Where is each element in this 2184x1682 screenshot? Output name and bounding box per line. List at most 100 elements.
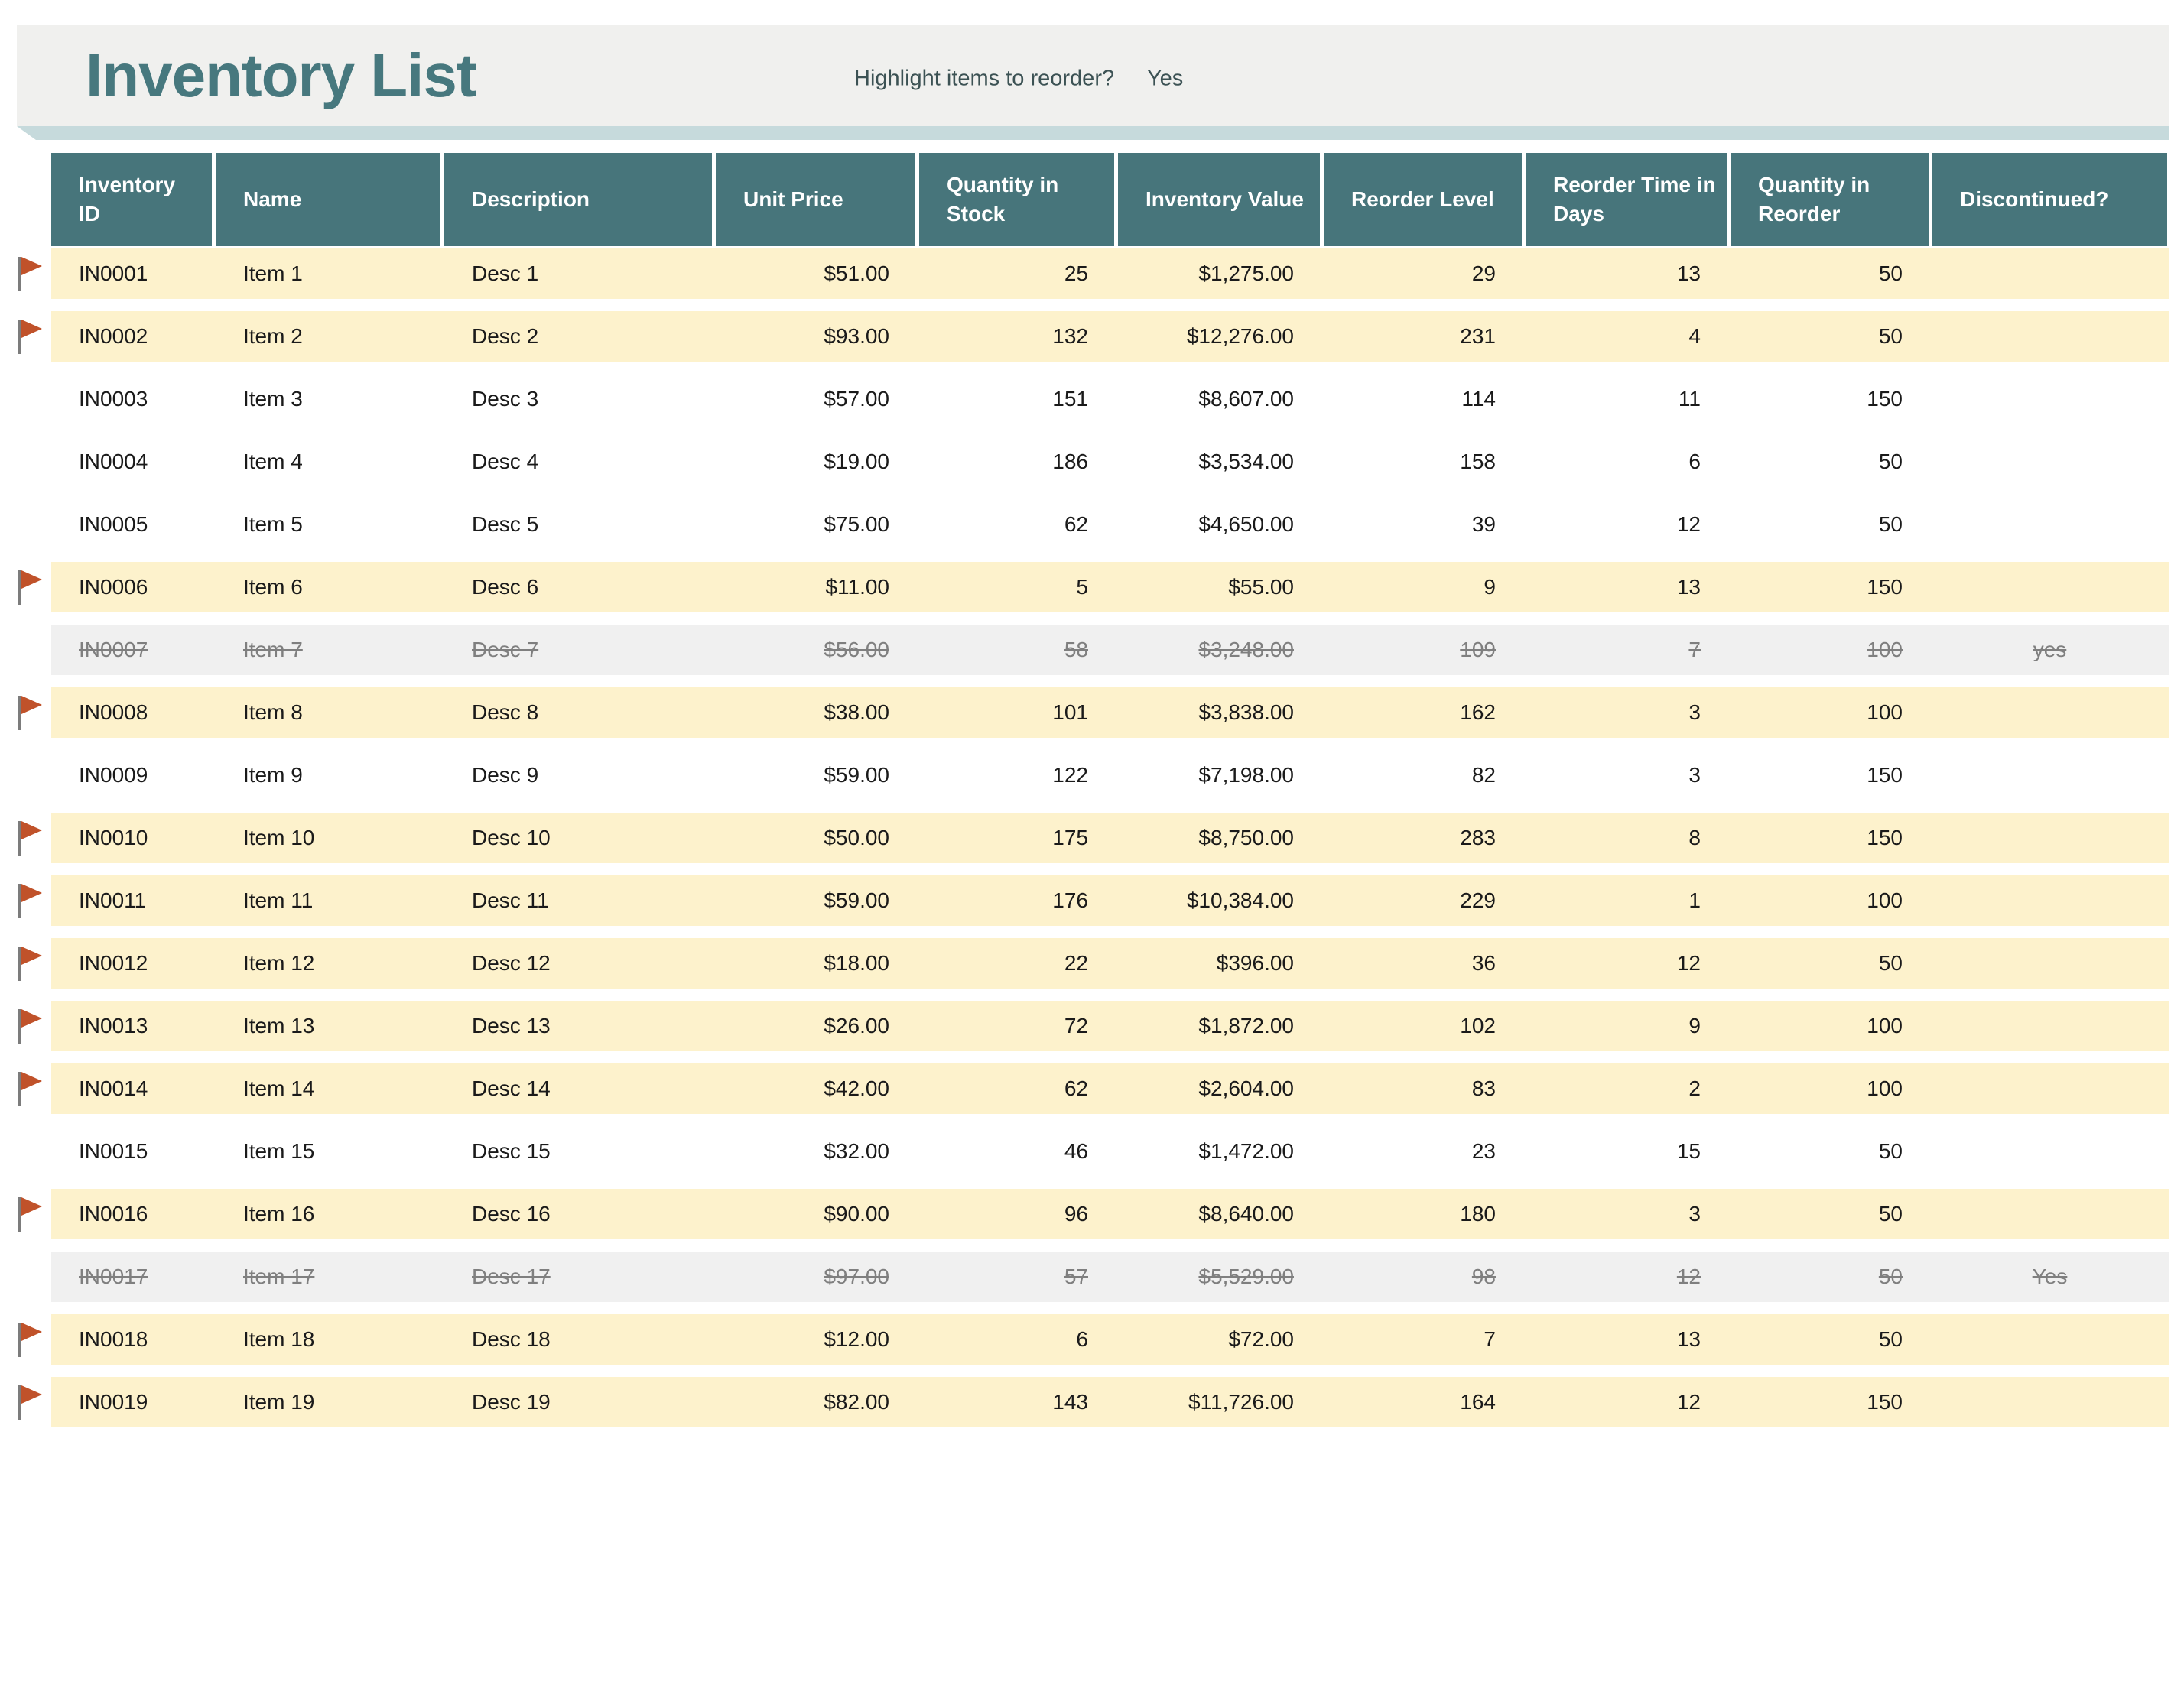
cell-reorder-time[interactable]: 11: [1678, 387, 1701, 411]
cell-reorder-level[interactable]: 283: [1460, 826, 1496, 849]
cell-unit-price[interactable]: $11.00: [825, 575, 889, 599]
cell-reorder-level[interactable]: 109: [1460, 638, 1496, 661]
cell-inventory-id[interactable]: IN0010: [79, 826, 148, 849]
cell-inventory-id[interactable]: IN0002: [79, 324, 148, 348]
cell-discontinued[interactable]: [1932, 938, 2167, 989]
cell-inventory-id[interactable]: IN0007: [79, 638, 148, 661]
cell-name[interactable]: Item 3: [243, 387, 303, 411]
cell-discontinued[interactable]: [1932, 1189, 2167, 1239]
cell-name[interactable]: Item 14: [243, 1076, 315, 1100]
cell-discontinued[interactable]: Yes: [2032, 1265, 2068, 1288]
cell-reorder-time[interactable]: 7: [1688, 638, 1701, 661]
cell-reorder-level[interactable]: 98: [1471, 1265, 1496, 1288]
cell-name[interactable]: Item 17: [243, 1265, 315, 1288]
cell-quantity-in-reorder[interactable]: 50: [1878, 1265, 1903, 1288]
cell-quantity-in-reorder[interactable]: 150: [1867, 575, 1903, 599]
reorder-toggle-value[interactable]: Yes: [1147, 66, 1184, 91]
cell-inventory-id[interactable]: IN0019: [79, 1390, 148, 1414]
cell-quantity-in-stock[interactable]: 132: [1052, 324, 1088, 348]
cell-inventory-value[interactable]: $396.00: [1216, 951, 1294, 975]
cell-reorder-level[interactable]: 231: [1460, 324, 1496, 348]
cell-unit-price[interactable]: $59.00: [824, 888, 889, 912]
cell-inventory-value[interactable]: $12,276.00: [1186, 324, 1294, 348]
cell-unit-price[interactable]: $42.00: [824, 1076, 889, 1100]
cell-description[interactable]: Desc 16: [472, 1202, 551, 1226]
cell-reorder-level[interactable]: 180: [1460, 1202, 1496, 1226]
cell-unit-price[interactable]: $93.00: [824, 324, 889, 348]
cell-quantity-in-reorder[interactable]: 50: [1878, 1327, 1903, 1351]
cell-quantity-in-stock[interactable]: 176: [1052, 888, 1088, 912]
cell-unit-price[interactable]: $82.00: [824, 1390, 889, 1414]
column-header-inventory-id[interactable]: Inventory ID: [51, 153, 212, 246]
cell-quantity-in-stock[interactable]: 6: [1076, 1327, 1088, 1351]
cell-quantity-in-reorder[interactable]: 100: [1867, 1014, 1903, 1037]
cell-reorder-time[interactable]: 12: [1676, 512, 1701, 536]
cell-unit-price[interactable]: $50.00: [824, 826, 889, 849]
cell-quantity-in-reorder[interactable]: 50: [1878, 951, 1903, 975]
cell-unit-price[interactable]: $56.00: [824, 638, 889, 661]
cell-quantity-in-stock[interactable]: 25: [1064, 261, 1088, 285]
cell-name[interactable]: Item 18: [243, 1327, 315, 1351]
cell-name[interactable]: Item 6: [243, 575, 303, 599]
cell-quantity-in-stock[interactable]: 96: [1064, 1202, 1088, 1226]
cell-reorder-level[interactable]: 164: [1460, 1390, 1496, 1414]
cell-name[interactable]: Item 12: [243, 951, 315, 975]
cell-discontinued[interactable]: [1932, 499, 2167, 550]
column-header-reorder-level[interactable]: Reorder Level: [1324, 153, 1522, 246]
cell-inventory-id[interactable]: IN0005: [79, 512, 148, 536]
cell-unit-price[interactable]: $32.00: [824, 1139, 889, 1163]
cell-description[interactable]: Desc 14: [472, 1076, 551, 1100]
cell-quantity-in-stock[interactable]: 58: [1064, 638, 1088, 661]
cell-quantity-in-stock[interactable]: 101: [1052, 700, 1088, 724]
cell-reorder-time[interactable]: 3: [1688, 700, 1701, 724]
cell-inventory-value[interactable]: $1,275.00: [1198, 261, 1294, 285]
cell-quantity-in-stock[interactable]: 72: [1064, 1014, 1088, 1037]
cell-discontinued[interactable]: [1932, 1001, 2167, 1051]
cell-reorder-time[interactable]: 13: [1676, 1327, 1701, 1351]
cell-inventory-value[interactable]: $55.00: [1228, 575, 1294, 599]
cell-reorder-level[interactable]: 83: [1471, 1076, 1496, 1100]
column-header-name[interactable]: Name: [216, 153, 440, 246]
cell-description[interactable]: Desc 19: [472, 1390, 551, 1414]
column-header-description[interactable]: Description: [444, 153, 712, 246]
cell-quantity-in-reorder[interactable]: 50: [1878, 1202, 1903, 1226]
cell-quantity-in-stock[interactable]: 62: [1064, 1076, 1088, 1100]
cell-quantity-in-reorder[interactable]: 50: [1878, 512, 1903, 536]
cell-quantity-in-stock[interactable]: 122: [1052, 763, 1088, 787]
cell-quantity-in-stock[interactable]: 5: [1076, 575, 1088, 599]
cell-name[interactable]: Item 5: [243, 512, 303, 536]
cell-inventory-id[interactable]: IN0013: [79, 1014, 148, 1037]
cell-inventory-id[interactable]: IN0017: [79, 1265, 148, 1288]
cell-quantity-in-reorder[interactable]: 50: [1878, 1139, 1903, 1163]
cell-inventory-value[interactable]: $3,838.00: [1198, 700, 1294, 724]
cell-inventory-id[interactable]: IN0004: [79, 450, 148, 473]
cell-reorder-level[interactable]: 229: [1460, 888, 1496, 912]
cell-reorder-time[interactable]: 9: [1688, 1014, 1701, 1037]
cell-discontinued[interactable]: [1932, 311, 2167, 362]
cell-inventory-value[interactable]: $10,384.00: [1186, 888, 1294, 912]
cell-discontinued[interactable]: [1932, 1314, 2167, 1365]
cell-reorder-level[interactable]: 36: [1471, 951, 1496, 975]
cell-quantity-in-stock[interactable]: 62: [1064, 512, 1088, 536]
cell-inventory-value[interactable]: $3,248.00: [1198, 638, 1294, 661]
cell-description[interactable]: Desc 13: [472, 1014, 551, 1037]
cell-discontinued[interactable]: [1932, 1126, 2167, 1177]
cell-discontinued[interactable]: [1932, 687, 2167, 738]
cell-inventory-value[interactable]: $4,650.00: [1198, 512, 1294, 536]
cell-discontinued[interactable]: [1932, 750, 2167, 800]
cell-inventory-id[interactable]: IN0009: [79, 763, 148, 787]
cell-inventory-id[interactable]: IN0014: [79, 1076, 148, 1100]
cell-reorder-level[interactable]: 39: [1471, 512, 1496, 536]
cell-reorder-time[interactable]: 15: [1676, 1139, 1701, 1163]
cell-quantity-in-stock[interactable]: 46: [1064, 1139, 1088, 1163]
cell-name[interactable]: Item 13: [243, 1014, 315, 1037]
cell-unit-price[interactable]: $51.00: [824, 261, 889, 285]
cell-unit-price[interactable]: $97.00: [824, 1265, 889, 1288]
cell-reorder-time[interactable]: 2: [1688, 1076, 1701, 1100]
cell-inventory-id[interactable]: IN0012: [79, 951, 148, 975]
cell-quantity-in-reorder[interactable]: 100: [1867, 638, 1903, 661]
cell-inventory-id[interactable]: IN0006: [79, 575, 148, 599]
cell-reorder-level[interactable]: 82: [1471, 763, 1496, 787]
cell-reorder-time[interactable]: 13: [1676, 261, 1701, 285]
cell-discontinued[interactable]: [1932, 875, 2167, 926]
